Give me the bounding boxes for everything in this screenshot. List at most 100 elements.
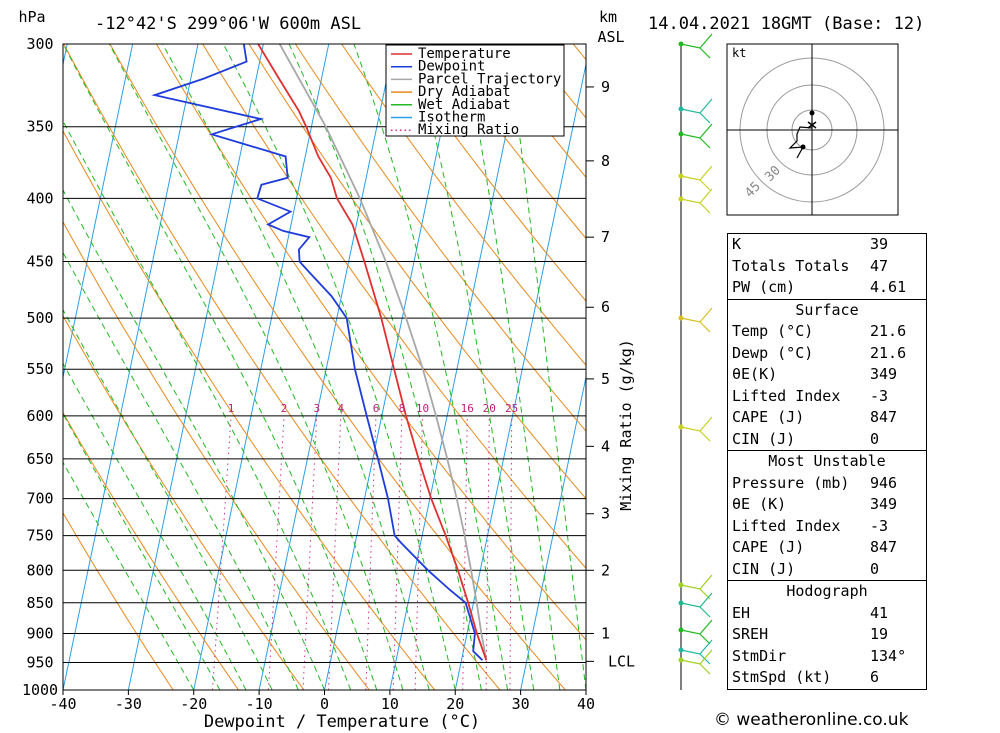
pressure-tick-label: 400 xyxy=(26,189,53,207)
mixing-ratio-label: 10 xyxy=(416,402,429,415)
stat-row-eh: EH 41 xyxy=(728,603,927,625)
stat-label: CAPE (J) xyxy=(732,538,805,556)
mixing-ratio-line xyxy=(212,415,232,690)
dry-adiabat-line xyxy=(433,44,586,240)
stat-label: CAPE (J) xyxy=(732,408,805,426)
temperature-profile xyxy=(257,44,488,661)
stat-label: Lifted Index xyxy=(732,386,841,405)
stat-label: Totals Totals xyxy=(732,256,850,275)
stat-value: 39 xyxy=(870,235,889,253)
pressure-tick-label: 800 xyxy=(26,561,53,579)
isotherm-line xyxy=(258,44,395,690)
mixing-ratio-line xyxy=(302,415,318,690)
wind-barb xyxy=(680,188,713,204)
wet-adiabat-line xyxy=(63,120,352,690)
pressure-tick-label: 850 xyxy=(26,594,53,612)
km-tick-label: 2 xyxy=(601,561,610,579)
mixing-ratio-label: 8 xyxy=(399,402,406,415)
stat-row-surface-theta: θE(K) 349 xyxy=(728,364,927,386)
wind-barb xyxy=(680,574,713,590)
pressure-tick-label: 300 xyxy=(26,35,53,53)
wind-barbs xyxy=(678,33,713,690)
km-tick-label: 3 xyxy=(601,505,610,523)
wind-barb xyxy=(680,416,713,432)
stat-row-k: K 39 xyxy=(728,234,927,256)
stat-row-mu-pressure: Pressure (mb) 946 xyxy=(728,473,927,495)
stat-row-mu-li: Lifted Index -3 xyxy=(728,516,927,538)
wind-barb-flag xyxy=(699,202,711,214)
km-unit-label: km xyxy=(599,8,617,26)
mixing-ratio-label: 2 xyxy=(281,402,288,415)
mixing-ratio-label: 1 xyxy=(228,402,235,415)
x-axis-title: Dewpoint / Temperature (°C) xyxy=(204,712,480,732)
pressure-tick-label: 900 xyxy=(26,624,53,642)
km-tick-label: 9 xyxy=(601,78,610,96)
stat-label: CIN (J) xyxy=(732,429,796,448)
stat-value: 47 xyxy=(870,256,889,275)
legend-entry: Mixing Ratio xyxy=(418,122,519,138)
pressure-tick-label: 550 xyxy=(26,360,53,378)
mixing-ratio-axis-title: Mixing Ratio (g/kg) xyxy=(617,339,635,511)
axis-labels: 3003504004505005506006507007508008509009… xyxy=(22,35,635,713)
stat-value: 349 xyxy=(870,365,898,383)
profile-lines xyxy=(151,44,488,661)
isotherm-line xyxy=(63,44,134,380)
km-tick-label: 1 xyxy=(601,624,610,642)
stat-value: 946 xyxy=(870,473,898,492)
stat-row-surface-cin: CIN (J) 0 xyxy=(728,429,927,451)
stat-value: 349 xyxy=(870,495,898,513)
pressure-tick-label: 700 xyxy=(26,490,53,508)
dry-adiabat-line xyxy=(387,44,586,302)
wind-barb-flag xyxy=(699,137,711,149)
x-tick-label: 20 xyxy=(446,695,464,713)
x-tick-label: -20 xyxy=(180,695,207,713)
stat-value: -3 xyxy=(870,386,889,405)
km-tick-label: 8 xyxy=(601,152,610,170)
isotherm-line xyxy=(585,687,586,690)
x-tick-label: 40 xyxy=(577,695,595,713)
surface-header-row: Surface xyxy=(727,298,927,321)
isotherm-line xyxy=(520,374,586,690)
most-unstable-header-row: Most Unstable xyxy=(727,450,927,473)
wind-barb-flag xyxy=(699,112,711,124)
mixing-ratio-label: 6 xyxy=(373,402,380,415)
mixing-ratio-line xyxy=(365,415,377,690)
credit-link[interactable]: © weatheronline.co.uk xyxy=(714,710,909,730)
stat-label: StmSpd (kt) xyxy=(732,668,832,686)
km-tick-label: 5 xyxy=(601,370,610,388)
parcel-trajectory-profile xyxy=(278,44,488,661)
stat-value: 21.6 xyxy=(870,322,907,340)
hodograph: kt 30 45 xyxy=(726,43,899,216)
km-tick-label: LCL xyxy=(608,652,635,670)
km-tick-label: 4 xyxy=(601,437,610,455)
stat-label: PW (cm) xyxy=(732,278,796,296)
dewpoint-profile xyxy=(151,44,484,661)
legend-entry: Dewpoint xyxy=(418,59,485,75)
pressure-unit-label: hPa xyxy=(18,8,45,26)
stat-row-stmdir: StmDir 134° xyxy=(728,646,927,668)
stat-label: Dewp (°C) xyxy=(732,343,814,362)
wet-adiabat-line xyxy=(63,44,378,690)
x-tick-label: -10 xyxy=(246,695,273,713)
x-tick-label: 10 xyxy=(381,695,399,713)
dry-adiabat-line xyxy=(294,44,586,432)
wet-adiabat-line xyxy=(63,189,325,690)
stat-value: -3 xyxy=(870,516,889,535)
stat-row-surface-li: Lifted Index -3 xyxy=(728,386,927,408)
km-tick-label: 7 xyxy=(601,228,610,246)
wind-barb xyxy=(680,307,713,323)
stat-label: θE(K) xyxy=(732,365,778,383)
x-tick-label: 0 xyxy=(320,695,329,713)
location-title: -12°42'S 299°06'W 600m ASL xyxy=(95,14,361,34)
stat-row-surface-cape: CAPE (J) 847 xyxy=(728,407,927,429)
isotherm-line xyxy=(0,44,2,690)
x-tick-label: 30 xyxy=(512,695,530,713)
stat-row-mu-cin: CIN (J) 0 xyxy=(728,559,927,581)
stability-indices-table: K 39 Totals Totals 47 PW (cm) 4.61 Surface … xyxy=(727,233,927,690)
surface-section-title: Surface xyxy=(727,298,927,321)
wet-adiabat-line xyxy=(288,44,482,690)
wet-adiabat-line xyxy=(108,44,404,690)
stat-label: Lifted Index xyxy=(732,516,841,535)
wind-barb xyxy=(680,98,713,114)
